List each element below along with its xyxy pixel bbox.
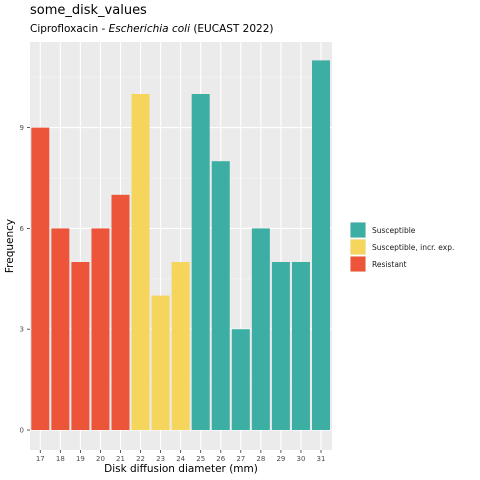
bar-17	[31, 127, 50, 430]
chart-subtitle: Ciprofloxacin - Escherichia coli (EUCAST…	[30, 23, 274, 35]
y-tick-label: 3	[20, 326, 24, 334]
chart-title: some_disk_values	[30, 3, 147, 18]
x-tick-label: 22	[136, 455, 145, 463]
x-axis-title: Disk diffusion diameter (mm)	[104, 463, 258, 475]
legend: Susceptible Susceptible, incr. exp. Resist…	[350, 222, 454, 272]
y-axis: 0 3 6 9	[20, 124, 30, 435]
bar-20	[91, 228, 110, 430]
bar-27	[231, 329, 250, 430]
x-tick-label: 31	[317, 455, 326, 463]
bar-22	[131, 94, 150, 430]
x-axis: 17 18 19 20 21 22 23 24 25 26 27 28 29 30 31	[36, 450, 326, 463]
legend-key-R	[350, 256, 366, 272]
x-tick-label: 19	[76, 455, 85, 463]
bar-30	[291, 262, 310, 430]
bar-28	[251, 228, 270, 430]
y-axis-title: Frequency	[4, 219, 16, 273]
x-tick-label: 29	[276, 455, 285, 463]
bar-18	[51, 228, 70, 430]
bar-19	[71, 262, 90, 430]
x-tick-label: 18	[56, 455, 65, 463]
x-tick-label: 20	[96, 455, 105, 463]
y-tick-label: 6	[20, 225, 25, 233]
legend-key-I	[350, 239, 366, 255]
y-tick-label: 0	[20, 427, 24, 435]
x-tick-label: 17	[36, 455, 45, 463]
x-tick-label: 26	[216, 455, 225, 463]
bars	[31, 60, 330, 431]
x-tick-label: 27	[236, 455, 245, 463]
bar-24	[171, 262, 190, 430]
x-tick-label: 25	[196, 455, 205, 463]
legend-label: Susceptible, incr. exp.	[372, 243, 454, 252]
bar-29	[271, 262, 290, 430]
bar-26	[211, 161, 230, 430]
bar-23	[151, 295, 170, 430]
legend-key-S	[350, 222, 366, 238]
x-tick-label: 28	[256, 455, 265, 463]
x-tick-label: 21	[116, 455, 125, 463]
x-tick-label: 30	[296, 455, 305, 463]
x-tick-label: 24	[176, 455, 185, 463]
bar-21	[111, 194, 130, 430]
bar-25	[191, 94, 210, 430]
bar-31	[312, 60, 330, 431]
legend-label: Susceptible	[372, 226, 416, 235]
legend-label: Resistant	[372, 260, 407, 269]
y-tick-label: 9	[20, 124, 24, 132]
x-tick-label: 23	[156, 455, 165, 463]
